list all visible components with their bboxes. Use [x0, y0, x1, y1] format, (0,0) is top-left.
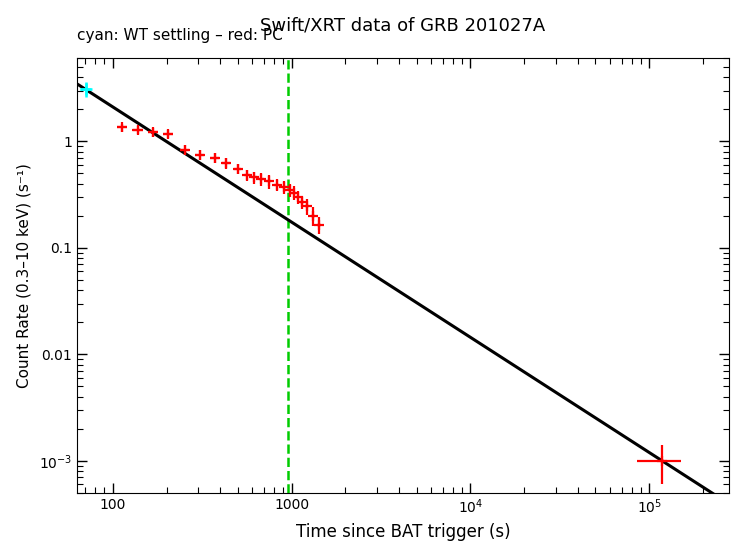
X-axis label: Time since BAT trigger (s): Time since BAT trigger (s) — [295, 523, 510, 541]
Title: Swift/XRT data of GRB 201027A: Swift/XRT data of GRB 201027A — [260, 17, 545, 35]
Y-axis label: Count Rate (0.3–10 keV) (s⁻¹): Count Rate (0.3–10 keV) (s⁻¹) — [16, 163, 31, 388]
Text: cyan: WT settling – red: PC: cyan: WT settling – red: PC — [77, 28, 283, 43]
